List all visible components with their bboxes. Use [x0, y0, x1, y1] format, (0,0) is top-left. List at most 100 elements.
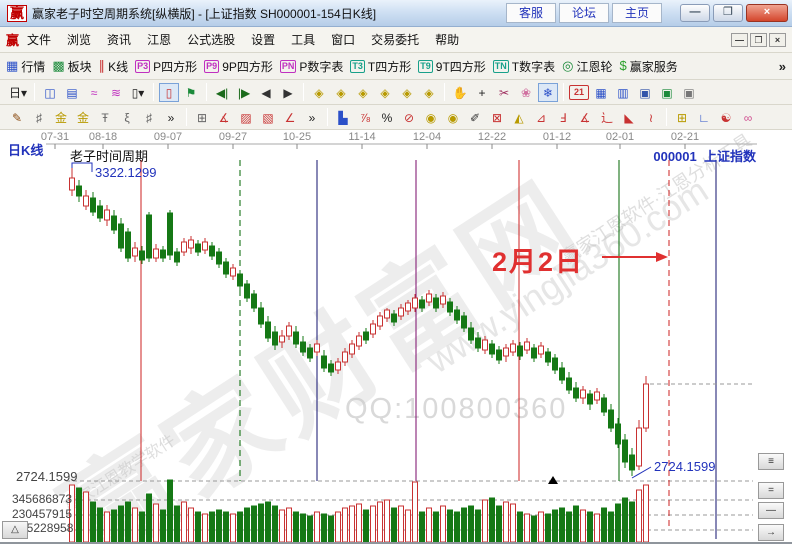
- yellow-grid-icon[interactable]: ⊞: [676, 110, 688, 125]
- 9t-square-button[interactable]: T9 9T四方形: [418, 58, 486, 75]
- pattern-box2-icon[interactable]: ▧: [262, 110, 274, 125]
- quick-link-service[interactable]: 客服: [505, 3, 556, 23]
- gold-grid2-icon[interactable]: 金: [76, 110, 89, 125]
- wave-tool-icon[interactable]: ≀: [648, 110, 654, 125]
- calendar-icon[interactable]: 21: [569, 84, 590, 100]
- grid-lines-icon[interactable]: ♯: [36, 110, 42, 125]
- wave-9-icon[interactable]: ≋: [111, 85, 122, 100]
- pan-hand-icon[interactable]: ✋: [452, 85, 468, 100]
- f-line-icon[interactable]: Ⅎ: [559, 110, 567, 125]
- volume-flag-icon[interactable]: ⚑: [185, 85, 197, 100]
- fan-lines-icon[interactable]: ∡: [218, 110, 230, 125]
- crosshair-icon[interactable]: +: [478, 85, 486, 100]
- menu-item-trade[interactable]: 交易委托: [371, 33, 420, 47]
- pane-split-3-button[interactable]: ≡: [758, 453, 784, 470]
- minimize-button[interactable]: —: [680, 4, 710, 22]
- pane-split-1-button[interactable]: —: [758, 502, 784, 519]
- kline-plot[interactable]: [0, 130, 792, 542]
- t-square-button[interactable]: T3 T四方形: [350, 58, 411, 75]
- grid3-icon[interactable]: ♯: [146, 110, 152, 125]
- gold-grid-icon[interactable]: 金: [54, 110, 67, 125]
- kline-button[interactable]: ∥ K线: [99, 58, 129, 75]
- gold-circle2-icon[interactable]: ◉: [447, 110, 459, 125]
- candle-chart-icon[interactable]: ▯: [159, 82, 180, 102]
- first-page-icon[interactable]: ◀|: [215, 85, 229, 100]
- quick-link-forum[interactable]: 论坛: [558, 3, 609, 23]
- yinyang-icon[interactable]: ☯: [720, 110, 732, 125]
- menu-item-gann[interactable]: 江恩: [147, 33, 172, 47]
- gold-box-icon[interactable]: ◭: [514, 110, 524, 125]
- menu-item-formula-pick[interactable]: 公式选股: [187, 33, 236, 47]
- p-table-button[interactable]: PN P数字表: [279, 58, 343, 75]
- gann-diamond-vertical-icon[interactable]: ◈: [402, 85, 412, 100]
- seven-eighths-icon[interactable]: ⅞: [359, 110, 370, 125]
- 9p-square-button[interactable]: P9 9P四方形: [204, 58, 273, 75]
- pane-split-2-button[interactable]: =: [758, 482, 784, 499]
- quotes-button[interactable]: ▦ 行情: [6, 58, 45, 75]
- gann-diamond-expand-icon[interactable]: ◈: [424, 85, 434, 100]
- gann-diamond-horizontal-icon[interactable]: ◈: [358, 85, 368, 100]
- gann-box-icon[interactable]: ⊠: [491, 110, 503, 125]
- angle-line-icon[interactable]: ∠: [284, 110, 296, 125]
- mdi-minimize-button[interactable]: —: [731, 32, 748, 47]
- menu-item-settings[interactable]: 设置: [251, 33, 276, 47]
- rising-angle-icon[interactable]: ∡: [579, 110, 591, 125]
- volume-pane-expand-button[interactable]: △: [2, 521, 28, 539]
- gann-grid-icon[interactable]: ⊞: [196, 110, 208, 125]
- infinity-icon[interactable]: ∞: [743, 110, 753, 125]
- period-day-selector[interactable]: 日▾: [9, 85, 28, 100]
- candle-style-selector[interactable]: ▯▾: [131, 85, 145, 100]
- link-tool-icon[interactable]: ❄: [538, 82, 559, 102]
- pen2-icon[interactable]: ✐: [469, 110, 481, 125]
- pattern-box-icon[interactable]: ▨: [240, 110, 252, 125]
- quick-link-home[interactable]: 主页: [611, 3, 662, 23]
- next-page-icon[interactable]: ▶: [283, 85, 293, 100]
- more-grids-chevron[interactable]: »: [167, 110, 175, 125]
- flower-tool-icon[interactable]: ❀: [521, 85, 532, 100]
- circle-tool-icon[interactable]: ⊘: [403, 110, 415, 125]
- notebook-icon[interactable]: ▥: [617, 85, 629, 100]
- menu-item-tools[interactable]: 工具: [291, 33, 316, 47]
- brush-icon[interactable]: ✎: [11, 110, 23, 125]
- remote-pc-icon[interactable]: ▣: [683, 85, 695, 100]
- close-button[interactable]: ×: [746, 4, 788, 22]
- p-square-button[interactable]: P3 P四方形: [135, 58, 197, 75]
- current-price-label: 2724.1599: [654, 459, 716, 474]
- menu-item-help[interactable]: 帮助: [435, 33, 460, 47]
- calculator-icon[interactable]: ▦: [595, 85, 607, 100]
- spiral-icon[interactable]: ξ: [124, 110, 130, 125]
- percent-icon[interactable]: %: [381, 110, 393, 125]
- menu-item-window[interactable]: 窗口: [331, 33, 356, 47]
- price-scale-icon[interactable]: ▙: [338, 110, 348, 125]
- trend-tool-icon[interactable]: ∟: [698, 110, 710, 125]
- measure-icon[interactable]: ✂: [499, 85, 510, 100]
- winner-service-button[interactable]: $ 赢家服务: [620, 58, 678, 75]
- save-icon[interactable]: ▣: [639, 85, 651, 100]
- mdi-close-button[interactable]: ×: [769, 32, 786, 47]
- last-page-icon[interactable]: |▶: [237, 85, 251, 100]
- export-icon[interactable]: ▣: [661, 85, 673, 100]
- wave-3-icon[interactable]: ≈: [90, 85, 98, 100]
- prev-page-icon[interactable]: ◀: [261, 85, 271, 100]
- gann-diamond-right-icon[interactable]: ◈: [336, 85, 346, 100]
- sectors-button[interactable]: ▩ 板块: [52, 58, 91, 75]
- indicator-list-icon[interactable]: ▤: [66, 85, 78, 100]
- gold-circle-icon[interactable]: ◉: [425, 110, 437, 125]
- speed-line-icon[interactable]: 辶: [600, 110, 613, 125]
- gann-wheel-button[interactable]: ◎ 江恩轮: [562, 58, 612, 75]
- mdi-restore-button[interactable]: ❐: [750, 32, 767, 47]
- gann-diamond-left-icon[interactable]: ◈: [314, 85, 324, 100]
- j-line-icon[interactable]: ⊿: [535, 110, 547, 125]
- more-patterns-chevron[interactable]: »: [308, 110, 316, 125]
- gann-diamond-cross-icon[interactable]: ◈: [380, 85, 390, 100]
- menu-item-browse[interactable]: 浏览: [67, 33, 92, 47]
- zoom-pattern-icon[interactable]: ◫: [44, 85, 56, 100]
- more-tools-chevron[interactable]: »: [778, 58, 786, 74]
- menu-item-news[interactable]: 资讯: [107, 33, 132, 47]
- menu-item-file[interactable]: 文件: [27, 33, 52, 47]
- maximize-button[interactable]: ❐: [713, 4, 743, 22]
- t-table-button[interactable]: TN T数字表: [492, 58, 555, 75]
- channel-icon[interactable]: ◣: [624, 110, 634, 125]
- f-grid-icon[interactable]: Ŧ: [101, 110, 109, 125]
- pane-arrow-button[interactable]: →: [758, 524, 784, 541]
